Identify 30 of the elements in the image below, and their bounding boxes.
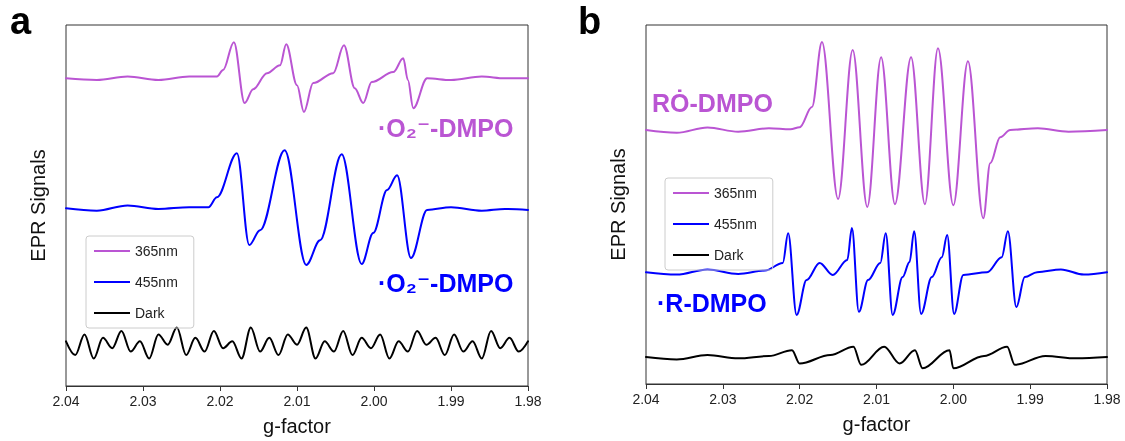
y-axis-title: EPR Signals <box>27 149 49 262</box>
x-tick-label: 1.98 <box>514 393 542 409</box>
x-tick-label: 1.99 <box>1016 391 1044 407</box>
x-tick-label: 2.03 <box>129 393 157 409</box>
annotation: ·O₂⁻-DMPO <box>378 269 514 297</box>
x-tick-label: 2.04 <box>632 391 660 407</box>
x-tick-label: 2.02 <box>786 391 814 407</box>
legend-label: 455nm <box>714 216 757 232</box>
x-tick-label: 2.04 <box>52 393 80 409</box>
legend-label: 365nm <box>714 185 757 201</box>
legend-label: Dark <box>714 247 745 263</box>
annotation: ·O₂⁻-DMPO <box>378 114 514 142</box>
x-axis-title: g-factor <box>842 413 911 435</box>
x-tick-label: 2.00 <box>939 391 968 407</box>
text: b <box>578 0 602 42</box>
x-tick-label: 2.00 <box>360 393 388 409</box>
x-tick-label: 2.01 <box>862 391 891 407</box>
legend-label: 365nm <box>135 243 178 259</box>
annotation: ·R-DMPO <box>657 289 767 317</box>
legend-label: Dark <box>135 305 166 321</box>
x-tick-label: 1.99 <box>437 393 465 409</box>
legend-label: 455nm <box>135 274 178 290</box>
text: a <box>10 0 32 42</box>
annotation: RȮ-DMPO <box>652 89 773 117</box>
x-tick-label: 2.02 <box>206 393 234 409</box>
x-tick-label: 1.98 <box>1093 391 1121 407</box>
y-axis-title: EPR Signals <box>607 148 629 261</box>
x-tick-label: 2.01 <box>283 393 311 409</box>
x-axis-title: g-factor <box>263 415 332 437</box>
x-tick-label: 2.03 <box>709 391 737 407</box>
